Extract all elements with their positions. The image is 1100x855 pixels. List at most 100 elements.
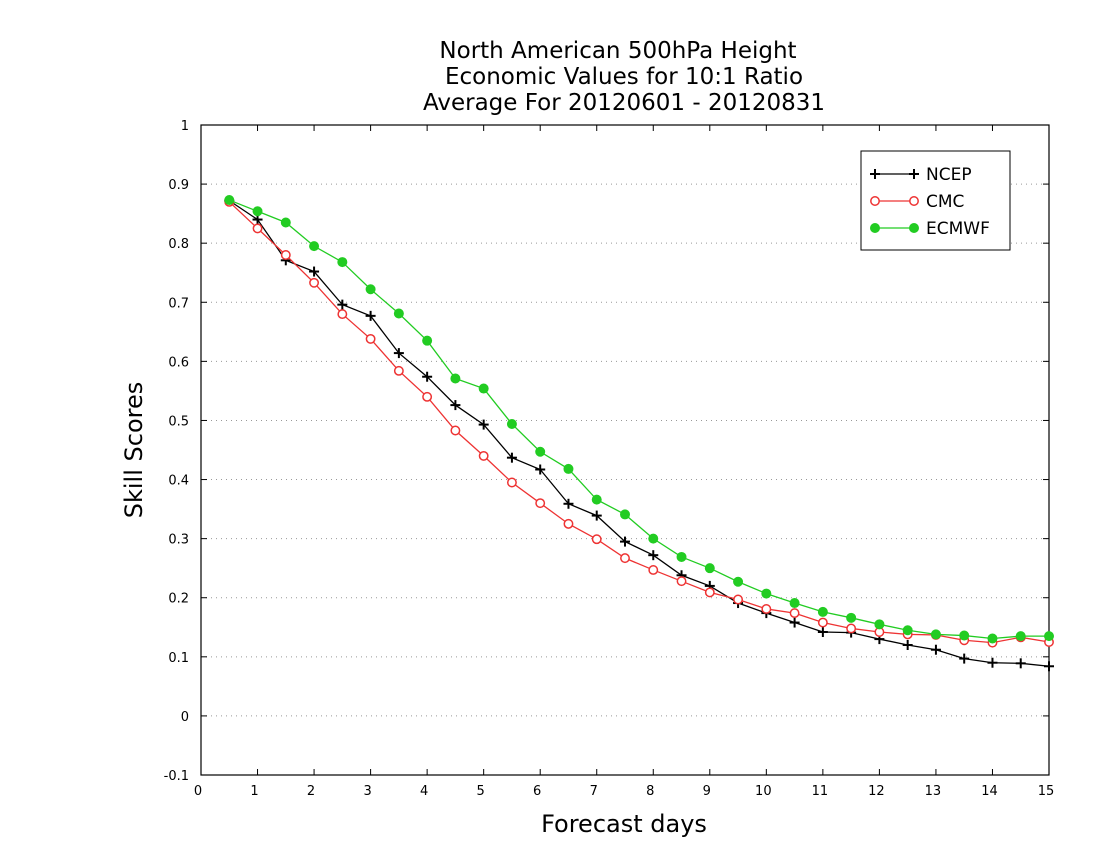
y-tick-label: 0.9: [168, 178, 189, 193]
data-point-ecmwf: [535, 446, 546, 457]
legend-item-cmc: CMC: [870, 192, 964, 212]
data-point-ncep: [506, 452, 517, 463]
x-tick-label: 2: [307, 784, 315, 799]
data-point-cmc: [563, 518, 574, 529]
data-point-ecmwf: [704, 563, 715, 574]
data-point-cmc: [676, 576, 687, 587]
data-point-ecmwf: [337, 257, 348, 268]
data-point-ncep: [337, 299, 348, 310]
x-tick-label: 14: [981, 784, 998, 799]
data-point-ncep: [309, 266, 320, 277]
axes: [200, 124, 1050, 776]
data-point-ecmwf: [563, 463, 574, 474]
title-line-1: North American 500hPa Height: [439, 38, 796, 64]
legend-label-ncep: NCEP: [926, 165, 972, 185]
data-point-ncep: [648, 550, 659, 561]
data-point-ncep: [1044, 661, 1054, 672]
y-tick-label: 0.2: [168, 592, 189, 607]
y-tick-label: 0: [181, 710, 189, 725]
series-ncep: [224, 195, 1054, 672]
data-point-ecmwf: [930, 629, 941, 640]
data-point-cmc: [535, 498, 546, 509]
data-point-cmc: [365, 333, 376, 344]
x-axis-title: Forecast days: [541, 810, 707, 838]
data-point-ecmwf: [846, 612, 857, 623]
title-line-2: Economic Values for 10:1 Ratio: [445, 64, 803, 90]
y-tick-label: 0.8: [168, 237, 189, 252]
data-point-ecmwf: [1015, 631, 1026, 642]
data-point-ecmwf: [506, 419, 517, 429]
x-tick-label: 10: [755, 784, 772, 799]
data-point-ecmwf: [365, 284, 376, 295]
legend-marker-ecmwf: [909, 223, 919, 233]
x-tick-label: 0: [194, 784, 202, 799]
data-point-ecmwf: [450, 373, 461, 384]
data-point-cmc: [422, 391, 433, 402]
series-lines: [224, 195, 1054, 672]
y-tick-label: 0.1: [168, 651, 189, 666]
title-line-3: Average For 20120601 - 20120831: [423, 90, 825, 116]
data-point-ncep: [817, 627, 828, 637]
data-point-ncep: [620, 536, 630, 547]
series-cmc: [224, 196, 1054, 648]
data-point-cmc: [846, 623, 857, 634]
data-point-ncep: [422, 371, 433, 382]
legend-marker-ecmwf: [870, 223, 880, 233]
data-point-ecmwf: [902, 625, 913, 636]
data-point-cmc: [620, 553, 630, 564]
x-tick-label: 11: [812, 784, 829, 799]
data-point-cmc: [337, 309, 348, 320]
data-point-ecmwf: [959, 630, 970, 641]
data-point-cmc: [789, 608, 800, 619]
x-tick-label: 13: [925, 784, 942, 799]
x-tick-label: 3: [363, 784, 371, 799]
y-tick-label: 0.5: [168, 414, 189, 429]
data-point-ecmwf: [987, 633, 998, 644]
series-ecmwf: [224, 195, 1054, 644]
data-point-cmc: [817, 617, 828, 628]
data-point-ecmwf: [252, 206, 263, 217]
legend-label-cmc: CMC: [926, 192, 964, 212]
data-point-ecmwf: [309, 241, 320, 252]
data-point-ecmwf: [393, 308, 404, 319]
data-point-ncep: [563, 498, 574, 509]
x-tick-label: 9: [703, 784, 711, 799]
x-tick-label: 6: [533, 784, 541, 799]
data-point-ecmwf: [676, 551, 687, 562]
data-point-cmc: [450, 425, 461, 436]
x-tick-label: 8: [646, 784, 654, 799]
data-point-cmc: [252, 223, 263, 234]
legend-marker-cmc: [909, 196, 919, 206]
y-tick-label: 0.3: [168, 533, 189, 548]
data-point-ncep: [902, 640, 913, 650]
x-tick-label: 4: [420, 784, 428, 799]
y-axis-title: Skill Scores: [120, 382, 148, 519]
data-point-ecmwf: [789, 598, 800, 609]
data-point-ncep: [1015, 658, 1026, 669]
data-point-ecmwf: [620, 509, 630, 520]
data-point-cmc: [591, 534, 602, 545]
x-tick-label: 5: [477, 784, 485, 799]
data-point-ecmwf: [761, 588, 772, 599]
data-point-cmc: [506, 477, 517, 488]
data-point-ncep: [365, 310, 376, 321]
y-tick-label: 0.4: [168, 474, 189, 489]
x-tick-label: 12: [868, 784, 885, 799]
data-point-ecmwf: [280, 217, 291, 228]
data-point-ncep: [930, 644, 941, 655]
legend-marker-ncep: [870, 169, 880, 179]
chart-title: North American 500hPa Height Economic Va…: [423, 38, 825, 116]
data-point-cmc: [478, 450, 489, 461]
data-point-ecmwf: [478, 383, 489, 394]
legend-label-ecmwf: ECMWF: [926, 219, 990, 239]
legend: NCEP CMC ECMWF: [860, 150, 1011, 251]
legend-item-ecmwf: ECMWF: [870, 219, 990, 239]
data-point-cmc: [733, 594, 744, 605]
data-point-ncep: [987, 657, 998, 668]
tick-labels: -0.100.10.20.30.40.50.60.70.80.910 1 2 3 4 5 6…: [164, 119, 1055, 799]
data-point-ecmwf: [817, 606, 828, 617]
series-line-cmc: [228, 201, 1050, 644]
data-point-ecmwf: [733, 576, 744, 587]
data-point-ecmwf: [648, 533, 659, 544]
